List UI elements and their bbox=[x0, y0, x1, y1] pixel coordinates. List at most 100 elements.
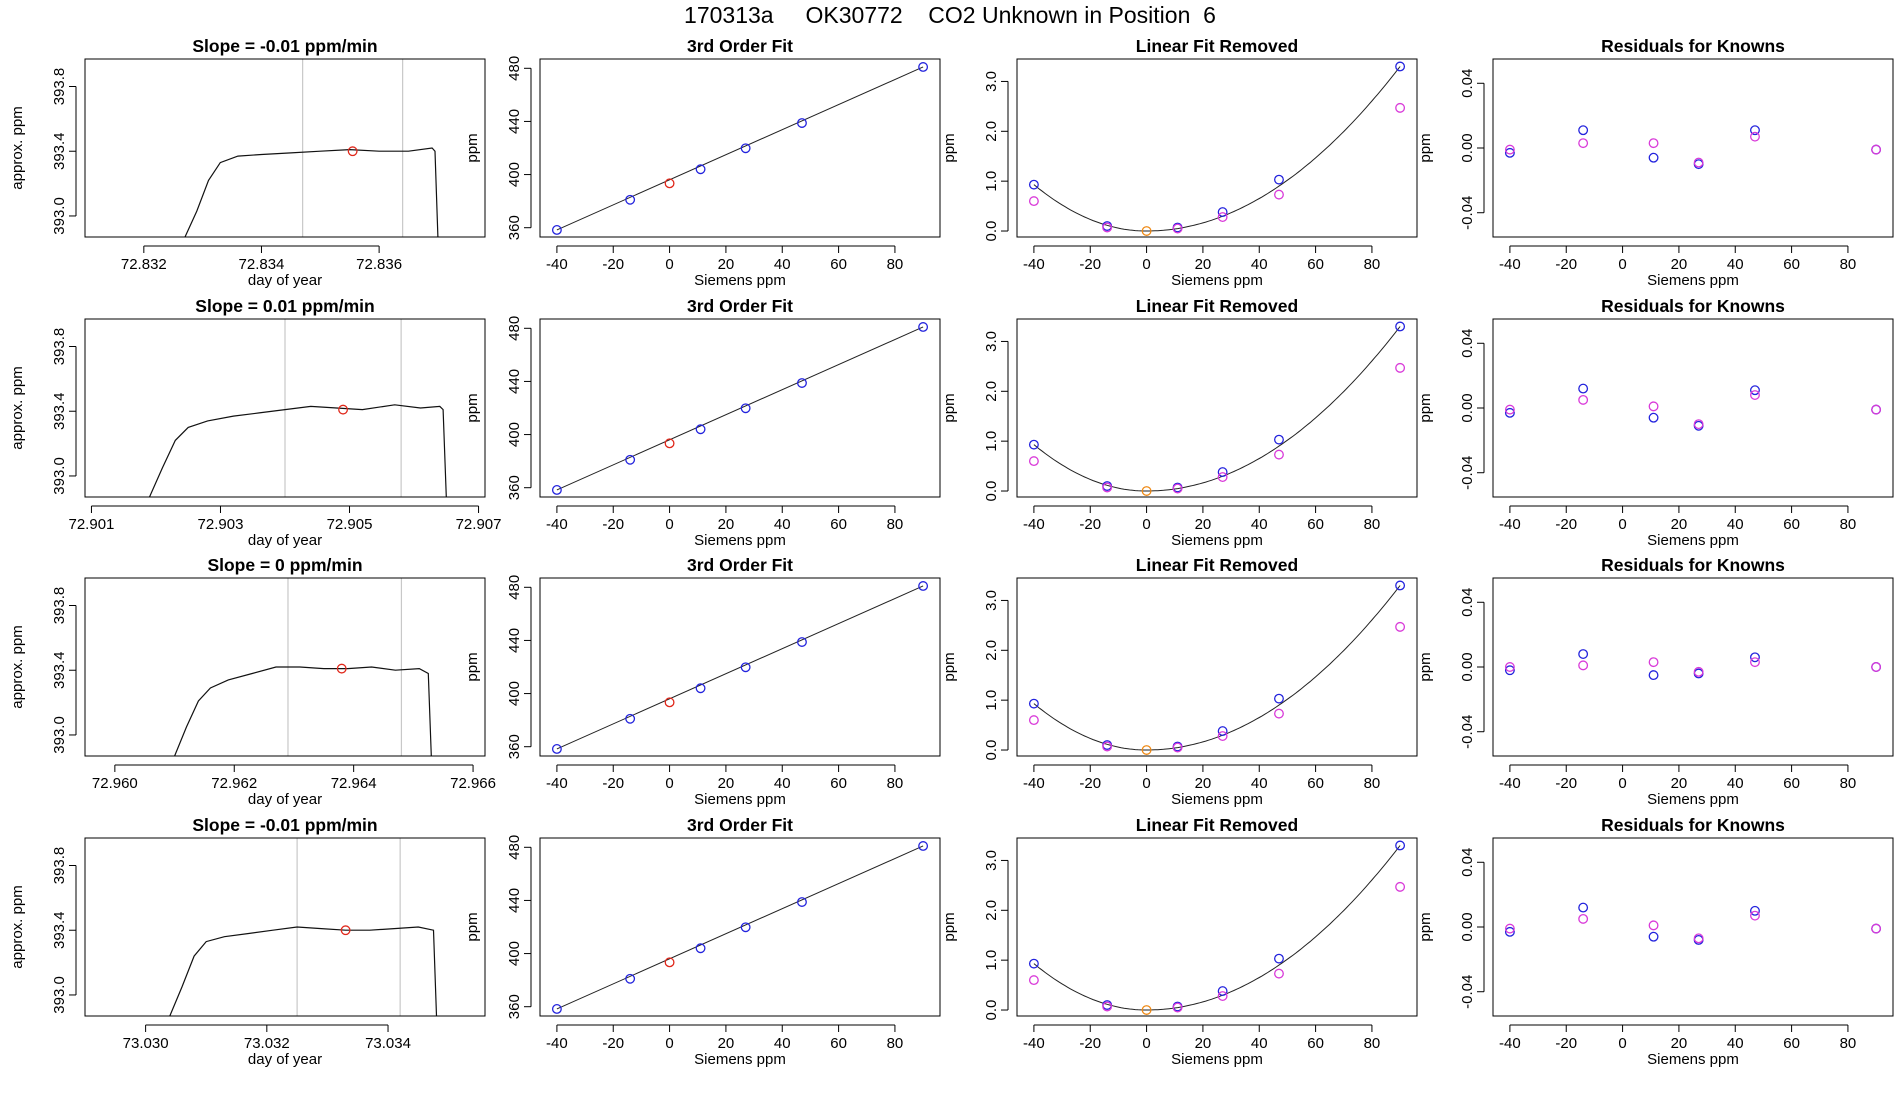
page-title: 170313a OK30772 CO2 Unknown in Position … bbox=[684, 2, 1216, 28]
y-axis-label: ppm bbox=[941, 652, 958, 681]
plot-frame bbox=[1492, 837, 1894, 1017]
data-point bbox=[695, 424, 706, 435]
data-point bbox=[797, 897, 807, 907]
x-tick-label: 60 bbox=[830, 775, 847, 792]
data-point bbox=[1217, 472, 1228, 483]
chart-panel-r2c4: -40 -20 0 20 40 60 80 -0.04 0.00 0.04 Residuals fo… bbox=[1417, 296, 1894, 549]
data-point bbox=[1750, 385, 1760, 396]
x-tick-label: 40 bbox=[1251, 1035, 1268, 1052]
fit-line bbox=[556, 845, 924, 1010]
y-tick-label: 480 bbox=[506, 575, 523, 600]
data-point bbox=[1504, 923, 1515, 934]
data-point bbox=[1217, 212, 1228, 223]
series-line bbox=[174, 666, 432, 757]
y-tick-label: 2.0 bbox=[983, 121, 1000, 142]
data-point bbox=[1028, 456, 1039, 467]
data-point bbox=[1274, 174, 1284, 185]
data-point bbox=[1274, 449, 1284, 460]
data-point bbox=[1871, 144, 1882, 155]
x-tick-label: 72.832 bbox=[121, 256, 167, 273]
data-point bbox=[1504, 144, 1515, 155]
x-tick-label: 20 bbox=[1195, 775, 1212, 792]
data-point bbox=[1578, 383, 1589, 394]
y-tick-label: 0.04 bbox=[1459, 329, 1476, 358]
data-point bbox=[1648, 401, 1659, 412]
x-tick-label: -20 bbox=[602, 775, 624, 792]
x-axis-label: Siemens ppm bbox=[694, 272, 786, 289]
data-point bbox=[1172, 742, 1183, 753]
x-tick-label: 20 bbox=[1195, 516, 1212, 533]
data-point bbox=[1395, 840, 1406, 851]
fit-curve bbox=[1033, 585, 1401, 751]
y-axis-label: ppm bbox=[941, 912, 958, 941]
x-tick-label: 60 bbox=[1307, 1035, 1324, 1052]
panel-title: Slope = 0.01 ppm/min bbox=[195, 296, 374, 316]
y-tick-label: 0.00 bbox=[1459, 133, 1476, 162]
data-point bbox=[1172, 1002, 1183, 1013]
data-point bbox=[797, 118, 807, 128]
data-point bbox=[1274, 708, 1284, 719]
data-point bbox=[1648, 138, 1659, 149]
data-point bbox=[1395, 102, 1406, 113]
x-axis-label: Siemens ppm bbox=[1647, 272, 1739, 289]
data-point bbox=[1217, 986, 1228, 997]
x-tick-label: -40 bbox=[546, 516, 568, 533]
data-point bbox=[1274, 434, 1284, 445]
y-axis-label: ppm bbox=[464, 393, 481, 422]
x-tick-label: 0 bbox=[1142, 256, 1150, 273]
panel-title: 3rd Order Fit bbox=[687, 296, 793, 316]
y-tick-label: 393.4 bbox=[51, 132, 68, 170]
data-point bbox=[1504, 404, 1515, 415]
chart-panel-r1c2: -40 -20 0 20 40 60 80 360 400 440 480 3rd Order Fit… bbox=[464, 36, 941, 289]
data-point bbox=[1217, 731, 1228, 742]
x-tick-label: 40 bbox=[774, 775, 791, 792]
x-tick-label: 80 bbox=[887, 256, 904, 273]
data-point bbox=[1141, 226, 1152, 236]
data-point bbox=[1871, 662, 1882, 672]
y-tick-label: -0.04 bbox=[1459, 715, 1476, 749]
x-tick-label: 0 bbox=[665, 1035, 673, 1052]
x-tick-label: 72.960 bbox=[92, 775, 138, 792]
y-tick-label: 1.0 bbox=[983, 950, 1000, 971]
y-axis-label: ppm bbox=[1417, 912, 1434, 941]
y-tick-label: -0.04 bbox=[1459, 975, 1476, 1009]
x-tick-label: 80 bbox=[887, 775, 904, 792]
x-tick-label: 20 bbox=[718, 516, 735, 533]
y-tick-label: 3.0 bbox=[983, 850, 1000, 871]
y-tick-label: 2.0 bbox=[983, 640, 1000, 661]
chart-panel-r4c3: -40 -20 0 20 40 60 80 0.0 1.0 2.0 3.0 Linear Fit Re… bbox=[941, 815, 1418, 1068]
plot-frame bbox=[84, 318, 486, 498]
chart-panel-r3c3: -40 -20 0 20 40 60 80 0.0 1.0 2.0 3.0 Linear Fit Re… bbox=[941, 555, 1418, 808]
data-point bbox=[1578, 902, 1589, 913]
data-point bbox=[1648, 152, 1659, 163]
panel-title: Residuals for Knowns bbox=[1601, 815, 1785, 835]
panel-title: Residuals for Knowns bbox=[1601, 296, 1785, 316]
data-point bbox=[664, 178, 675, 189]
data-point bbox=[1274, 693, 1284, 704]
data-point bbox=[1578, 138, 1589, 149]
y-tick-label: 440 bbox=[506, 628, 523, 653]
data-point bbox=[625, 973, 636, 984]
plot-frame bbox=[1492, 318, 1894, 498]
y-axis-label: ppm bbox=[1417, 133, 1434, 162]
y-tick-label: 393.0 bbox=[51, 457, 68, 495]
x-tick-label: 80 bbox=[1364, 516, 1381, 533]
x-tick-label: 40 bbox=[1727, 1035, 1744, 1052]
x-tick-label: 73.032 bbox=[244, 1035, 290, 1052]
x-tick-label: -20 bbox=[1079, 1035, 1101, 1052]
x-tick-label: 60 bbox=[1307, 516, 1324, 533]
data-point bbox=[1750, 390, 1760, 401]
y-axis-label: ppm bbox=[941, 393, 958, 422]
data-point bbox=[551, 1004, 562, 1014]
panel-title: Residuals for Knowns bbox=[1601, 36, 1785, 56]
chart-panel-r2c3: -40 -20 0 20 40 60 80 0.0 1.0 2.0 3.0 Linear Fit Re… bbox=[941, 296, 1418, 549]
x-tick-label: 80 bbox=[1840, 256, 1857, 273]
y-axis-label: ppm bbox=[1417, 652, 1434, 681]
data-point bbox=[695, 943, 706, 954]
chart-panel-r3c2: -40 -20 0 20 40 60 80 360 400 440 480 3rd Order Fit… bbox=[464, 555, 941, 808]
y-tick-label: 360 bbox=[506, 475, 523, 500]
y-tick-label: 393.4 bbox=[51, 651, 68, 689]
data-point bbox=[1504, 407, 1515, 418]
data-point bbox=[1750, 905, 1760, 916]
